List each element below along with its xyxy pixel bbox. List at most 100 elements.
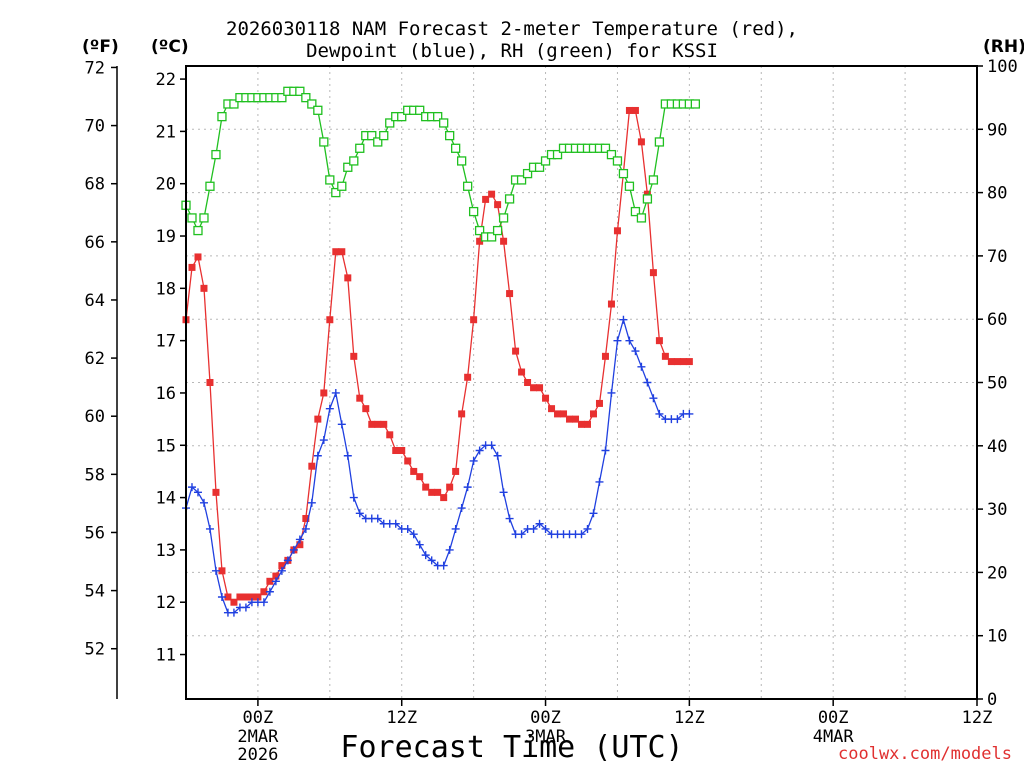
rh-point	[205, 181, 215, 191]
dewpoint-point	[289, 545, 298, 554]
dewpoint-point	[625, 336, 634, 345]
dewpoint-point	[469, 456, 478, 465]
rh-point	[492, 225, 503, 236]
temperature-point	[625, 106, 633, 114]
temperature-point	[404, 457, 412, 465]
rh-point	[343, 162, 353, 172]
temperature-point	[434, 488, 442, 496]
temperature-point	[566, 415, 574, 423]
rh-point	[325, 175, 335, 185]
rh-point	[600, 143, 611, 153]
temperature-point	[362, 405, 370, 413]
fahrenheit-tick-label: 56	[85, 523, 105, 543]
temperature-point	[488, 190, 496, 198]
temperature-point	[595, 399, 603, 407]
temperature-point	[667, 358, 675, 366]
temperature-point	[661, 352, 669, 360]
rh-point	[229, 99, 239, 109]
celsius-tick-label: 15	[156, 436, 176, 456]
dewpoint-point	[301, 524, 310, 533]
dewpoint-point	[649, 394, 658, 403]
temperature-point	[679, 358, 687, 366]
temperature-point	[254, 593, 262, 601]
rh-tick-label: 20	[987, 563, 1007, 583]
x-tick-time-label: 12Z	[674, 708, 705, 728]
celsius-tick-label: 16	[156, 384, 176, 404]
rh-point	[498, 213, 509, 223]
celsius-tick-label: 18	[156, 279, 176, 299]
temperature-point	[470, 316, 478, 324]
dewpoint-point	[445, 545, 454, 554]
dewpoint-point	[277, 566, 286, 575]
temperature-point	[500, 237, 508, 245]
temperature-point	[326, 316, 334, 324]
rh-point	[516, 175, 527, 185]
rh-tick-label: 60	[987, 310, 1007, 330]
rh-point	[630, 206, 641, 217]
temperature-point	[440, 494, 448, 502]
rh-point	[642, 194, 653, 204]
rh-point	[445, 130, 455, 141]
dewpoint-point	[205, 524, 214, 533]
rh-point	[385, 118, 395, 128]
temperature-point	[607, 300, 615, 308]
temperature-point	[643, 190, 651, 198]
temperature-point	[613, 227, 621, 235]
rh-point	[217, 111, 227, 122]
fahrenheit-tick-label: 72	[85, 58, 105, 78]
dewpoint-point	[187, 483, 196, 492]
temperature-point	[649, 269, 657, 277]
temperature-point	[637, 138, 645, 146]
x-tick-time-label: 12Z	[386, 708, 417, 728]
rh-point	[606, 149, 617, 160]
fahrenheit-tick-label: 70	[85, 117, 105, 137]
rh-point	[486, 232, 497, 242]
celsius-unit-label: (ºC)	[151, 37, 189, 57]
tick-labels: 52 54 56 58 60 62 64 66 68 70 72 11 12 13 14 15 16 17 18 19…	[85, 57, 1018, 765]
x-tick-time-label: 00Z	[818, 708, 849, 728]
dewpoint-point	[589, 509, 598, 518]
temperature-point	[332, 248, 340, 256]
dewpoint-point	[535, 519, 544, 528]
rh-point	[457, 156, 467, 166]
temperature-point	[230, 598, 238, 606]
temperature-point	[422, 483, 430, 491]
rh-point	[211, 149, 221, 160]
rh-point	[373, 137, 383, 147]
rh-point	[187, 213, 197, 223]
temperature-point	[536, 384, 544, 392]
temperature-point	[224, 593, 232, 601]
dewpoint-point	[457, 504, 466, 513]
temperature-point	[194, 253, 202, 261]
dewpoint-point	[283, 556, 292, 565]
temperature-point	[428, 488, 436, 496]
dewpoint-point	[259, 598, 268, 607]
rh-tick-label: 70	[987, 247, 1007, 267]
fahrenheit-tick-label: 52	[85, 640, 105, 660]
temperature-point	[302, 515, 310, 523]
dewpoint-point	[337, 420, 346, 429]
dewpoint-point	[637, 362, 646, 371]
dewpoint-point	[415, 540, 424, 549]
celsius-tick-label: 13	[156, 541, 176, 561]
dewpoint-point	[517, 530, 526, 539]
dewpoint-point	[403, 524, 412, 533]
rh-point	[552, 149, 563, 160]
dewpoint-point	[685, 409, 694, 418]
dewpoint-point	[505, 514, 514, 523]
dewpoint-point	[529, 524, 538, 533]
dewpoint-point	[493, 451, 502, 460]
temperature-point	[260, 588, 268, 596]
credit-link[interactable]: coolwx.com/models	[838, 744, 1012, 764]
rh-unit-label: (RH)	[983, 37, 1024, 57]
rh-point	[636, 213, 647, 223]
celsius-tick-label: 21	[156, 122, 176, 142]
rh-point	[534, 162, 545, 172]
temperature-point	[631, 106, 639, 114]
rh-point	[624, 181, 635, 191]
temperature-point	[476, 237, 484, 245]
dewpoint-point	[355, 509, 364, 518]
temperature-point	[583, 420, 591, 428]
temperature-point	[446, 483, 454, 491]
dewpoint-point	[655, 409, 664, 418]
